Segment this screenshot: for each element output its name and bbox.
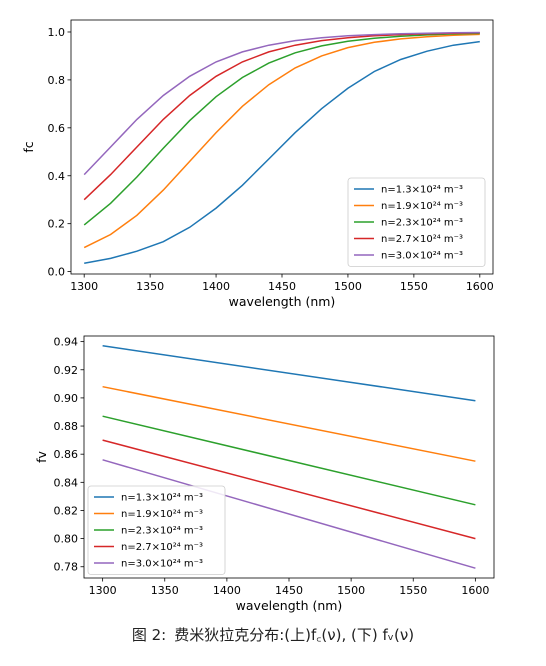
- series-line-2: [83, 33, 480, 249]
- y-tick-label: 0.86: [54, 448, 79, 461]
- y-tick-label: 0.88: [54, 420, 79, 433]
- figure-canvas: 1300 1350 1400 1450 1500 1550 1600 0.0 0.2 0.4 0.6…: [21, 19, 495, 613]
- y-tick-label: 0.6: [48, 122, 66, 135]
- y-tick-label: 0.8: [48, 74, 66, 87]
- legend-label: n=3.0×10²⁴ m⁻³: [381, 251, 463, 262]
- caption-text: 费米狄拉克分布:(上)f꜀(ν), (下) fᵥ(ν): [174, 626, 415, 644]
- legend-box: [87, 485, 226, 575]
- x-tick-label: 1450: [275, 584, 303, 597]
- legend-label: n=1.3×10²⁴ m⁻³: [381, 185, 463, 196]
- y-tick-label: 0.84: [54, 476, 79, 489]
- chart-2: 1300 1350 1400 1450 1500 1550 1600 0.78 0.80 0.82…: [34, 335, 495, 613]
- y-tick-label: 0.94: [54, 336, 79, 349]
- legend-box: [347, 177, 486, 267]
- x-tick-label: 1500: [334, 280, 362, 293]
- legend-label: n=1.9×10²⁴ m⁻³: [121, 509, 203, 520]
- x-tick-label: 1300: [70, 280, 98, 293]
- x-tick-label: 1550: [400, 280, 428, 293]
- y-tick-label: 0.78: [54, 561, 79, 574]
- x-axis-label: wavelength (nm): [229, 294, 336, 309]
- legend-label: n=1.3×10²⁴ m⁻³: [121, 493, 203, 504]
- y-tick-label: 0.2: [48, 218, 66, 231]
- legend-label: n=2.7×10²⁴ m⁻³: [121, 542, 203, 553]
- legend-label: n=2.3×10²⁴ m⁻³: [121, 526, 203, 537]
- legend-label: n=2.3×10²⁴ m⁻³: [381, 218, 463, 229]
- caption-label: 图 2:: [131, 626, 167, 644]
- x-tick-label: 1550: [399, 584, 427, 597]
- x-tick-label: 1450: [268, 280, 296, 293]
- series-line-3: [102, 415, 476, 506]
- figure-caption: 图 2: 费米狄拉克分布:(上)f꜀(ν), (下) fᵥ(ν): [0, 624, 546, 645]
- y-tick-label: 0.80: [54, 533, 79, 546]
- x-tick-label: 1600: [461, 584, 489, 597]
- series-line-5: [102, 459, 476, 569]
- x-tick-label: 1350: [151, 584, 179, 597]
- x-tick-label: 1500: [337, 584, 365, 597]
- x-axis-label: wavelength (nm): [236, 598, 343, 613]
- x-tick-label: 1350: [136, 280, 164, 293]
- y-tick-label: 0.92: [54, 364, 79, 377]
- legend-label: n=2.7×10²⁴ m⁻³: [381, 234, 463, 245]
- x-tick-label: 1300: [89, 584, 117, 597]
- legend-label: n=1.9×10²⁴ m⁻³: [381, 201, 463, 212]
- series-line-1: [102, 345, 476, 402]
- series-line-1: [84, 40, 480, 264]
- y-tick-label: 0.90: [54, 392, 79, 405]
- series-line-2: [102, 385, 476, 462]
- x-tick-label: 1400: [213, 584, 241, 597]
- y-axis-label: fc: [21, 141, 36, 152]
- y-axis-label: fv: [34, 451, 49, 463]
- y-tick-label: 0.82: [54, 504, 79, 517]
- series-line-4: [102, 439, 476, 540]
- y-tick-label: 0.4: [48, 170, 66, 183]
- y-tick-label: 0.0: [48, 266, 66, 279]
- x-tick-label: 1600: [466, 280, 494, 293]
- series-line-3: [83, 32, 480, 226]
- y-tick-label: 1.0: [48, 26, 66, 39]
- chart-1: 1300 1350 1400 1450 1500 1550 1600 0.0 0.2 0.4 0.6…: [21, 19, 494, 309]
- x-tick-label: 1400: [202, 280, 230, 293]
- series-line-5: [83, 31, 480, 176]
- legend-label: n=3.0×10²⁴ m⁻³: [121, 559, 203, 570]
